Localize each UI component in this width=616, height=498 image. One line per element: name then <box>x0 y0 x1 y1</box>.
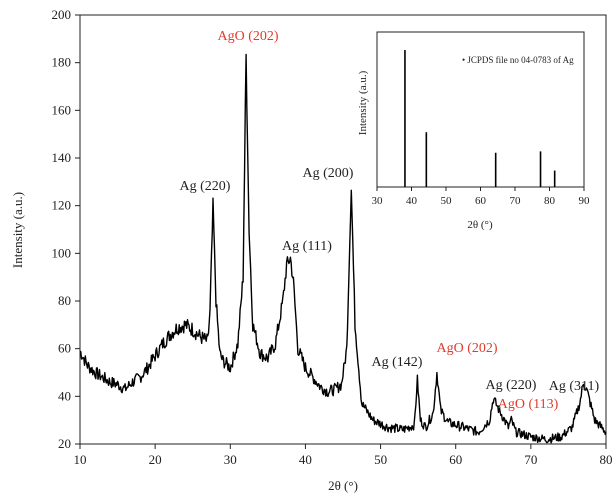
inset-chart: 30 40 50 60 70 80 90 Intensity (a.u.) 2θ (°) •… <box>357 31 591 231</box>
x-tick-label: 60 <box>449 452 462 467</box>
xrd-pattern-line <box>79 53 607 444</box>
y-tick-label: 140 <box>52 150 72 165</box>
y-tick-label: 40 <box>58 388 71 403</box>
y-tick-label: 160 <box>52 102 72 117</box>
y-tick-label: 200 <box>52 7 72 22</box>
inset-y-axis-title: Intensity (a.u.) <box>357 70 369 135</box>
peak-label: AgO (202) <box>436 341 497 356</box>
inset-frame <box>376 31 585 188</box>
inset-legend: • JCPDS file no 04-0783 of Ag <box>462 55 574 65</box>
inset-sticks <box>404 50 556 187</box>
y-tick-label: 20 <box>58 436 71 451</box>
main-axes <box>79 14 607 445</box>
x-tick-label: 10 <box>74 452 87 467</box>
x-tick-label: 40 <box>299 452 312 467</box>
x-tick-label: 30 <box>224 452 237 467</box>
peak-label: AgO (202) <box>217 29 278 44</box>
y-tick-label: 60 <box>58 341 71 356</box>
plot-frame <box>79 14 607 445</box>
peak-label: Ag (311) <box>549 379 600 394</box>
peak-label: Ag (220) <box>180 179 231 194</box>
x-tick-label: 70 <box>524 452 537 467</box>
inset-x-tick-label: 30 <box>372 195 384 207</box>
main-ticks: 10 20 30 40 50 60 70 80204060801001201401601802… <box>52 7 613 467</box>
inset-x-tick-label: 90 <box>579 195 591 207</box>
x-tick-label: 50 <box>374 452 387 467</box>
inset-x-axis-title: 2θ (°) <box>467 219 493 231</box>
y-tick-label: 100 <box>52 245 72 260</box>
inset-x-tick-label: 60 <box>475 195 487 207</box>
inset-x-tick-label: 50 <box>441 195 453 207</box>
peak-label: Ag (220) <box>486 378 537 393</box>
x-tick-label: 80 <box>600 452 613 467</box>
peak-label: AgO (113) <box>498 397 559 412</box>
inset-x-tick-label: 40 <box>406 195 418 207</box>
inset-x-tick-label: 80 <box>544 195 556 207</box>
main-series <box>79 53 607 444</box>
y-tick-label: 80 <box>58 293 71 308</box>
inset-x-tick-label: 70 <box>510 195 522 207</box>
x-tick-label: 20 <box>149 452 162 467</box>
y-axis-title: Intensity (a.u.) <box>10 192 25 268</box>
peak-label: Ag (111) <box>282 239 332 254</box>
inset-ticks: 30 40 50 60 70 80 90 <box>372 187 591 207</box>
peak-label: Ag (142) <box>372 355 423 370</box>
main-peak-labels: AgO (202) Ag (220) Ag (111) Ag (200) Ag (142… <box>180 29 600 412</box>
y-tick-label: 180 <box>52 55 72 70</box>
inset-axes <box>376 31 585 188</box>
y-tick-label: 120 <box>52 198 72 213</box>
peak-label: Ag (200) <box>303 166 354 181</box>
x-axis-title: 2θ (°) <box>328 478 358 493</box>
